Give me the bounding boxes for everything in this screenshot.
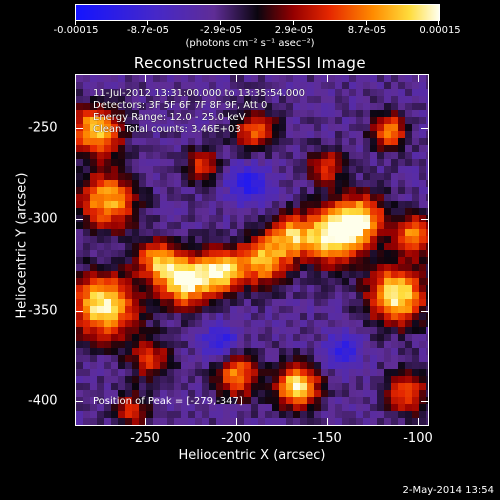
x-tick: [145, 74, 146, 82]
x-tick: [327, 74, 328, 82]
colorbar-tick: [75, 21, 76, 25]
colorbar-tick-label: 0.00015: [419, 25, 461, 36]
x-tick-label: -200: [221, 431, 251, 446]
colorbar-tick: [366, 21, 367, 25]
peak-position: Position of Peak = [-279,-347]: [93, 396, 243, 407]
info-energy-range: Energy Range: 12.0 - 25.0 keV: [93, 112, 246, 123]
colorbar-tick: [220, 21, 221, 25]
y-axis-label: Heliocentric Y (arcsec): [14, 172, 30, 319]
colorbar-tick: [438, 21, 439, 25]
colorbar-ticks: [75, 21, 440, 25]
x-tick-label: -250: [130, 431, 160, 446]
colorbar-gradient: [76, 5, 439, 20]
y-tick-label: -250: [28, 120, 58, 136]
rhessi-image: [76, 75, 428, 425]
image-title: Reconstructed RHESSI Image: [133, 54, 367, 72]
x-tick: [145, 418, 146, 426]
info-time-range: 11-Jul-2012 13:31:00.000 to 13:35:54.000: [93, 88, 305, 99]
x-tick: [418, 418, 419, 426]
x-tick: [236, 418, 237, 426]
x-tick: [236, 74, 237, 82]
x-tick: [418, 74, 419, 82]
y-tick: [421, 128, 429, 129]
y-tick-label: -400: [28, 393, 58, 409]
colorbar-tick: [293, 21, 294, 25]
colorbar-tick-label: 2.9e-05: [274, 25, 314, 36]
colorbar-tick-label: -8.7e-05: [127, 25, 169, 36]
x-tick-label: -100: [403, 431, 433, 446]
x-tick-label: -150: [312, 431, 342, 446]
y-tick: [421, 311, 429, 312]
y-tick: [75, 311, 83, 312]
y-tick-label: -350: [28, 303, 58, 319]
footer-date: 2-May-2014 13:54: [402, 485, 494, 496]
colorbar-tick-label: -0.00015: [53, 25, 99, 36]
colorbar-tick: [147, 21, 148, 25]
y-tick: [75, 219, 83, 220]
y-tick: [421, 219, 429, 220]
y-tick: [75, 401, 83, 402]
colorbar: [75, 4, 440, 21]
info-clean-counts: Clean Total counts: 3.46E+03: [93, 124, 241, 135]
info-detectors: Detectors: 3F 5F 6F 7F 8F 9F, Att 0: [93, 100, 268, 111]
y-tick: [421, 401, 429, 402]
x-axis-label: Heliocentric X (arcsec): [178, 448, 326, 463]
colorbar-unit: (photons cm⁻² s⁻¹ asec⁻²): [185, 38, 315, 49]
x-tick: [327, 418, 328, 426]
solar-image-plot: [75, 74, 429, 426]
y-tick: [75, 128, 83, 129]
y-tick-label: -300: [28, 211, 58, 227]
colorbar-tick-label: 8.7e-05: [347, 25, 387, 36]
colorbar-tick-label: -2.9e-05: [200, 25, 242, 36]
